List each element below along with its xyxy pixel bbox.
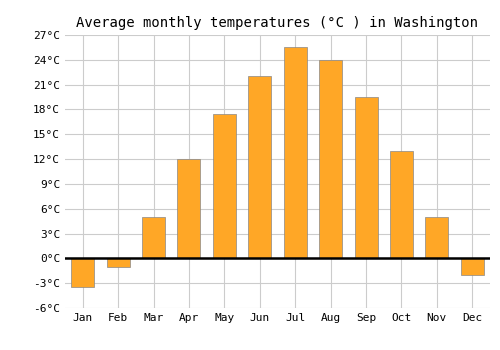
Bar [354, 97, 378, 258]
Bar [319, 60, 342, 258]
Bar [390, 151, 413, 258]
Bar [213, 114, 236, 258]
Bar [248, 76, 272, 258]
Title: Average monthly temperatures (°C ) in Washington: Average monthly temperatures (°C ) in Wa… [76, 16, 478, 30]
Bar [106, 258, 130, 267]
Bar [284, 47, 306, 258]
Bar [178, 159, 201, 258]
Bar [142, 217, 165, 258]
Bar [426, 217, 448, 258]
Bar [461, 258, 484, 275]
Bar [71, 258, 94, 287]
